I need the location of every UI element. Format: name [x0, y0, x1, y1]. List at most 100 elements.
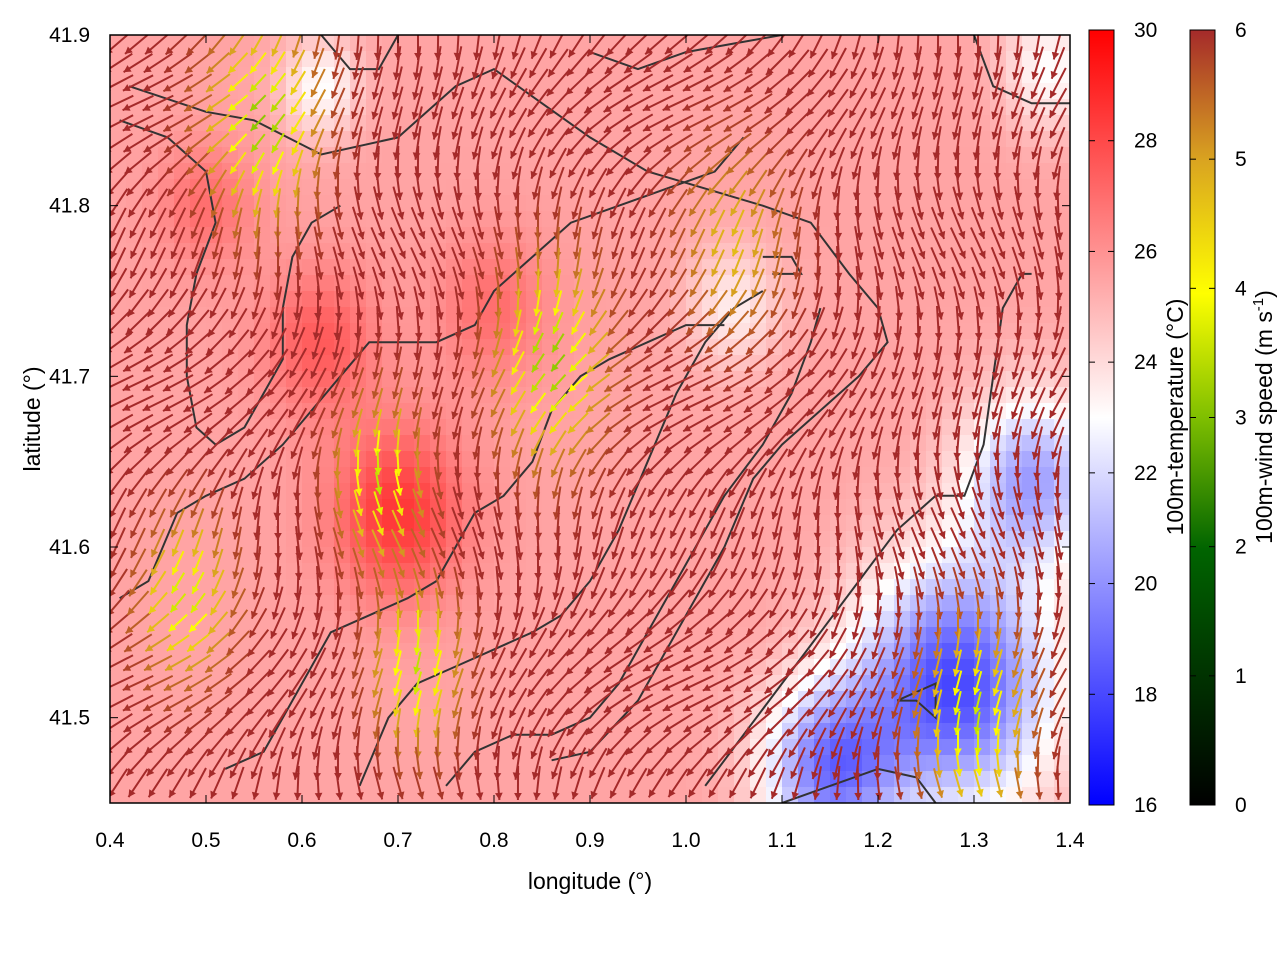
wind-arrow: [187, 748, 209, 778]
temperature-cell: [958, 163, 975, 180]
temperature-cell: [958, 115, 975, 132]
temperature-cell: [862, 307, 879, 324]
temperature-cell: [302, 499, 319, 516]
temperature-cell: [558, 195, 575, 212]
temperature-cell: [142, 371, 159, 388]
temperature-cell: [238, 691, 255, 708]
temperature-cell: [1038, 771, 1055, 788]
temperature-cell: [366, 163, 383, 180]
temperature-cell: [926, 243, 943, 260]
temperature-cell: [558, 531, 575, 548]
wind-arrow: [110, 227, 127, 259]
wind-arrow: [143, 133, 173, 153]
temperature-cell: [958, 707, 975, 724]
temperature-cell: [942, 339, 959, 356]
temperature-cell: [1038, 611, 1055, 628]
wind-arrow: [226, 630, 250, 656]
temperature-cell: [926, 275, 943, 292]
temperature-cell: [398, 627, 415, 644]
temperature-cell: [1006, 547, 1023, 564]
temperature-cell: [398, 723, 415, 740]
temperature-cell: [542, 195, 559, 212]
temperature-cell: [398, 179, 415, 196]
temperature-cell: [254, 643, 271, 660]
wind-arrow: [190, 592, 206, 614]
temperature-cell: [126, 35, 143, 52]
temperature-cell: [462, 275, 479, 292]
temperature-cell: [382, 563, 399, 580]
wind-arrow: [271, 746, 284, 780]
wind-arrow: [164, 331, 192, 355]
temperature-cell: [606, 323, 623, 340]
wind-arrow: [143, 654, 173, 672]
temperature-cell: [1054, 707, 1070, 724]
temperature-cell: [302, 115, 319, 132]
temperature-cell: [446, 547, 463, 564]
temperature-cell: [414, 83, 431, 100]
wind-arrow: [122, 133, 154, 153]
temperature-cell: [270, 659, 287, 676]
wind-arrow: [183, 113, 213, 133]
temperature-cell: [286, 195, 303, 212]
temperature-cell: [398, 419, 415, 436]
wind-arrow: [252, 170, 264, 196]
wind-arrow: [148, 591, 168, 615]
temperature-cell: [366, 515, 383, 532]
temperature-cell: [382, 787, 399, 803]
temperature-cell: [238, 99, 255, 116]
temperature-cell: [782, 739, 799, 756]
colorbar-tick-label: 28: [1134, 130, 1157, 153]
temperature-cell: [222, 595, 239, 612]
wind-arrow: [148, 488, 168, 518]
temperature-cell: [398, 515, 415, 532]
wind-arrow: [272, 286, 283, 320]
temperature-cell: [862, 579, 879, 596]
temperature-cell: [478, 451, 495, 468]
temperature-cell: [606, 35, 623, 52]
wind-arrow: [229, 588, 247, 618]
temperature-cell: [750, 739, 767, 756]
wind-arrow: [170, 247, 186, 279]
temperature-cell: [318, 467, 335, 484]
temperature-cell: [622, 771, 639, 788]
temperature-cell: [798, 131, 815, 148]
temperature-cell: [366, 787, 383, 803]
temperature-cell: [814, 595, 831, 612]
temperature-cell: [974, 403, 991, 420]
temperature-cell: [574, 163, 591, 180]
temperature-cell: [942, 227, 959, 244]
temperature-cell: [222, 499, 239, 516]
temperature-cell: [750, 131, 767, 148]
temperature-cell: [686, 515, 703, 532]
temperature-cell: [734, 275, 751, 292]
temperature-cell: [894, 563, 911, 580]
temperature-cell: [462, 627, 479, 644]
temperature-cell: [478, 131, 495, 148]
temperature-cell: [1038, 515, 1055, 532]
temperature-cell: [942, 515, 959, 532]
temperature-cell: [942, 643, 959, 660]
wind-arrow: [142, 374, 174, 392]
temperature-cell: [174, 179, 191, 196]
temperature-cell: [382, 739, 399, 756]
temperature-cell: [702, 131, 719, 148]
wind-arrow: [142, 674, 174, 692]
temperature-cell: [798, 579, 815, 596]
temperature-cell: [270, 387, 287, 404]
wind-arrow: [252, 546, 262, 580]
wind-arrow: [250, 35, 264, 56]
temperature-cell: [606, 723, 623, 740]
temperature-cell: [142, 755, 159, 772]
temperature-cell: [366, 83, 383, 100]
temperature-cell: [542, 579, 559, 596]
temperature-cell: [158, 611, 175, 628]
temperature-cell: [878, 179, 895, 196]
temperature-cell: [622, 179, 639, 196]
temperature-cell: [174, 483, 191, 500]
temperature-cell: [494, 675, 511, 692]
temperature-cell: [830, 659, 847, 676]
temperature-cell: [958, 275, 975, 292]
temperature-cell: [302, 35, 319, 52]
temperature-cell: [734, 787, 751, 803]
temperature-cell: [590, 771, 607, 788]
